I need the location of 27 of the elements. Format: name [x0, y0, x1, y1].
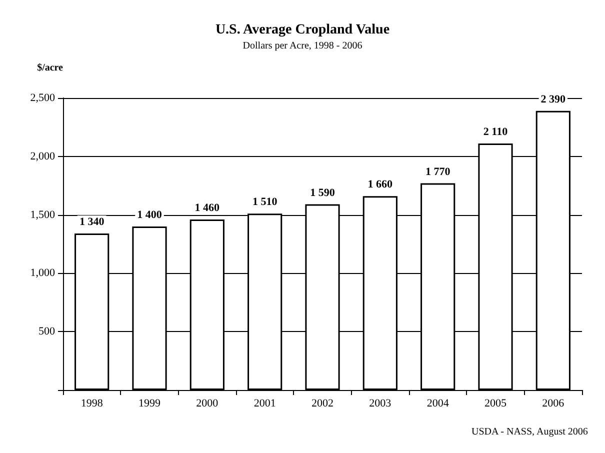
data-label: 1 590 [310, 186, 336, 199]
y-axis-title: $/acre [37, 62, 64, 74]
x-tick-label: 2001 [254, 398, 276, 410]
x-tick-label: 1999 [138, 398, 161, 410]
data-label: 1 660 [368, 178, 394, 191]
y-tick-label: 500 [38, 326, 56, 338]
data-label: 1 460 [194, 202, 220, 214]
data-label: 1 340 [79, 216, 105, 228]
x-tick-label: 2005 [484, 398, 507, 410]
data-label: 1 400 [137, 208, 162, 221]
data-label: 2 110 [483, 126, 508, 138]
x-tick-label: 2002 [312, 398, 334, 410]
x-tick-label: 2000 [196, 398, 219, 410]
x-tick-label: 2003 [369, 398, 392, 410]
y-tick-label: 1,500 [30, 208, 56, 221]
y-tick-label: 1,000 [30, 267, 56, 280]
data-label: 1 510 [252, 196, 278, 208]
data-label: 1 770 [425, 166, 451, 178]
chart-title: U.S. Average Cropland Value [215, 22, 390, 38]
x-tick-label: 2004 [426, 398, 450, 410]
x-tick-label: 2006 [542, 398, 565, 410]
y-tick-label: 2,000 [30, 150, 56, 162]
y-tick-label: 2,500 [30, 92, 56, 104]
x-tick-label: 1998 [80, 398, 104, 410]
chart-subtitle: Dollars per Acre, 1998 - 2006 [242, 40, 362, 52]
data-label: 2 390 [540, 93, 566, 106]
text: USDA - NASS, August 2006 [471, 426, 588, 438]
